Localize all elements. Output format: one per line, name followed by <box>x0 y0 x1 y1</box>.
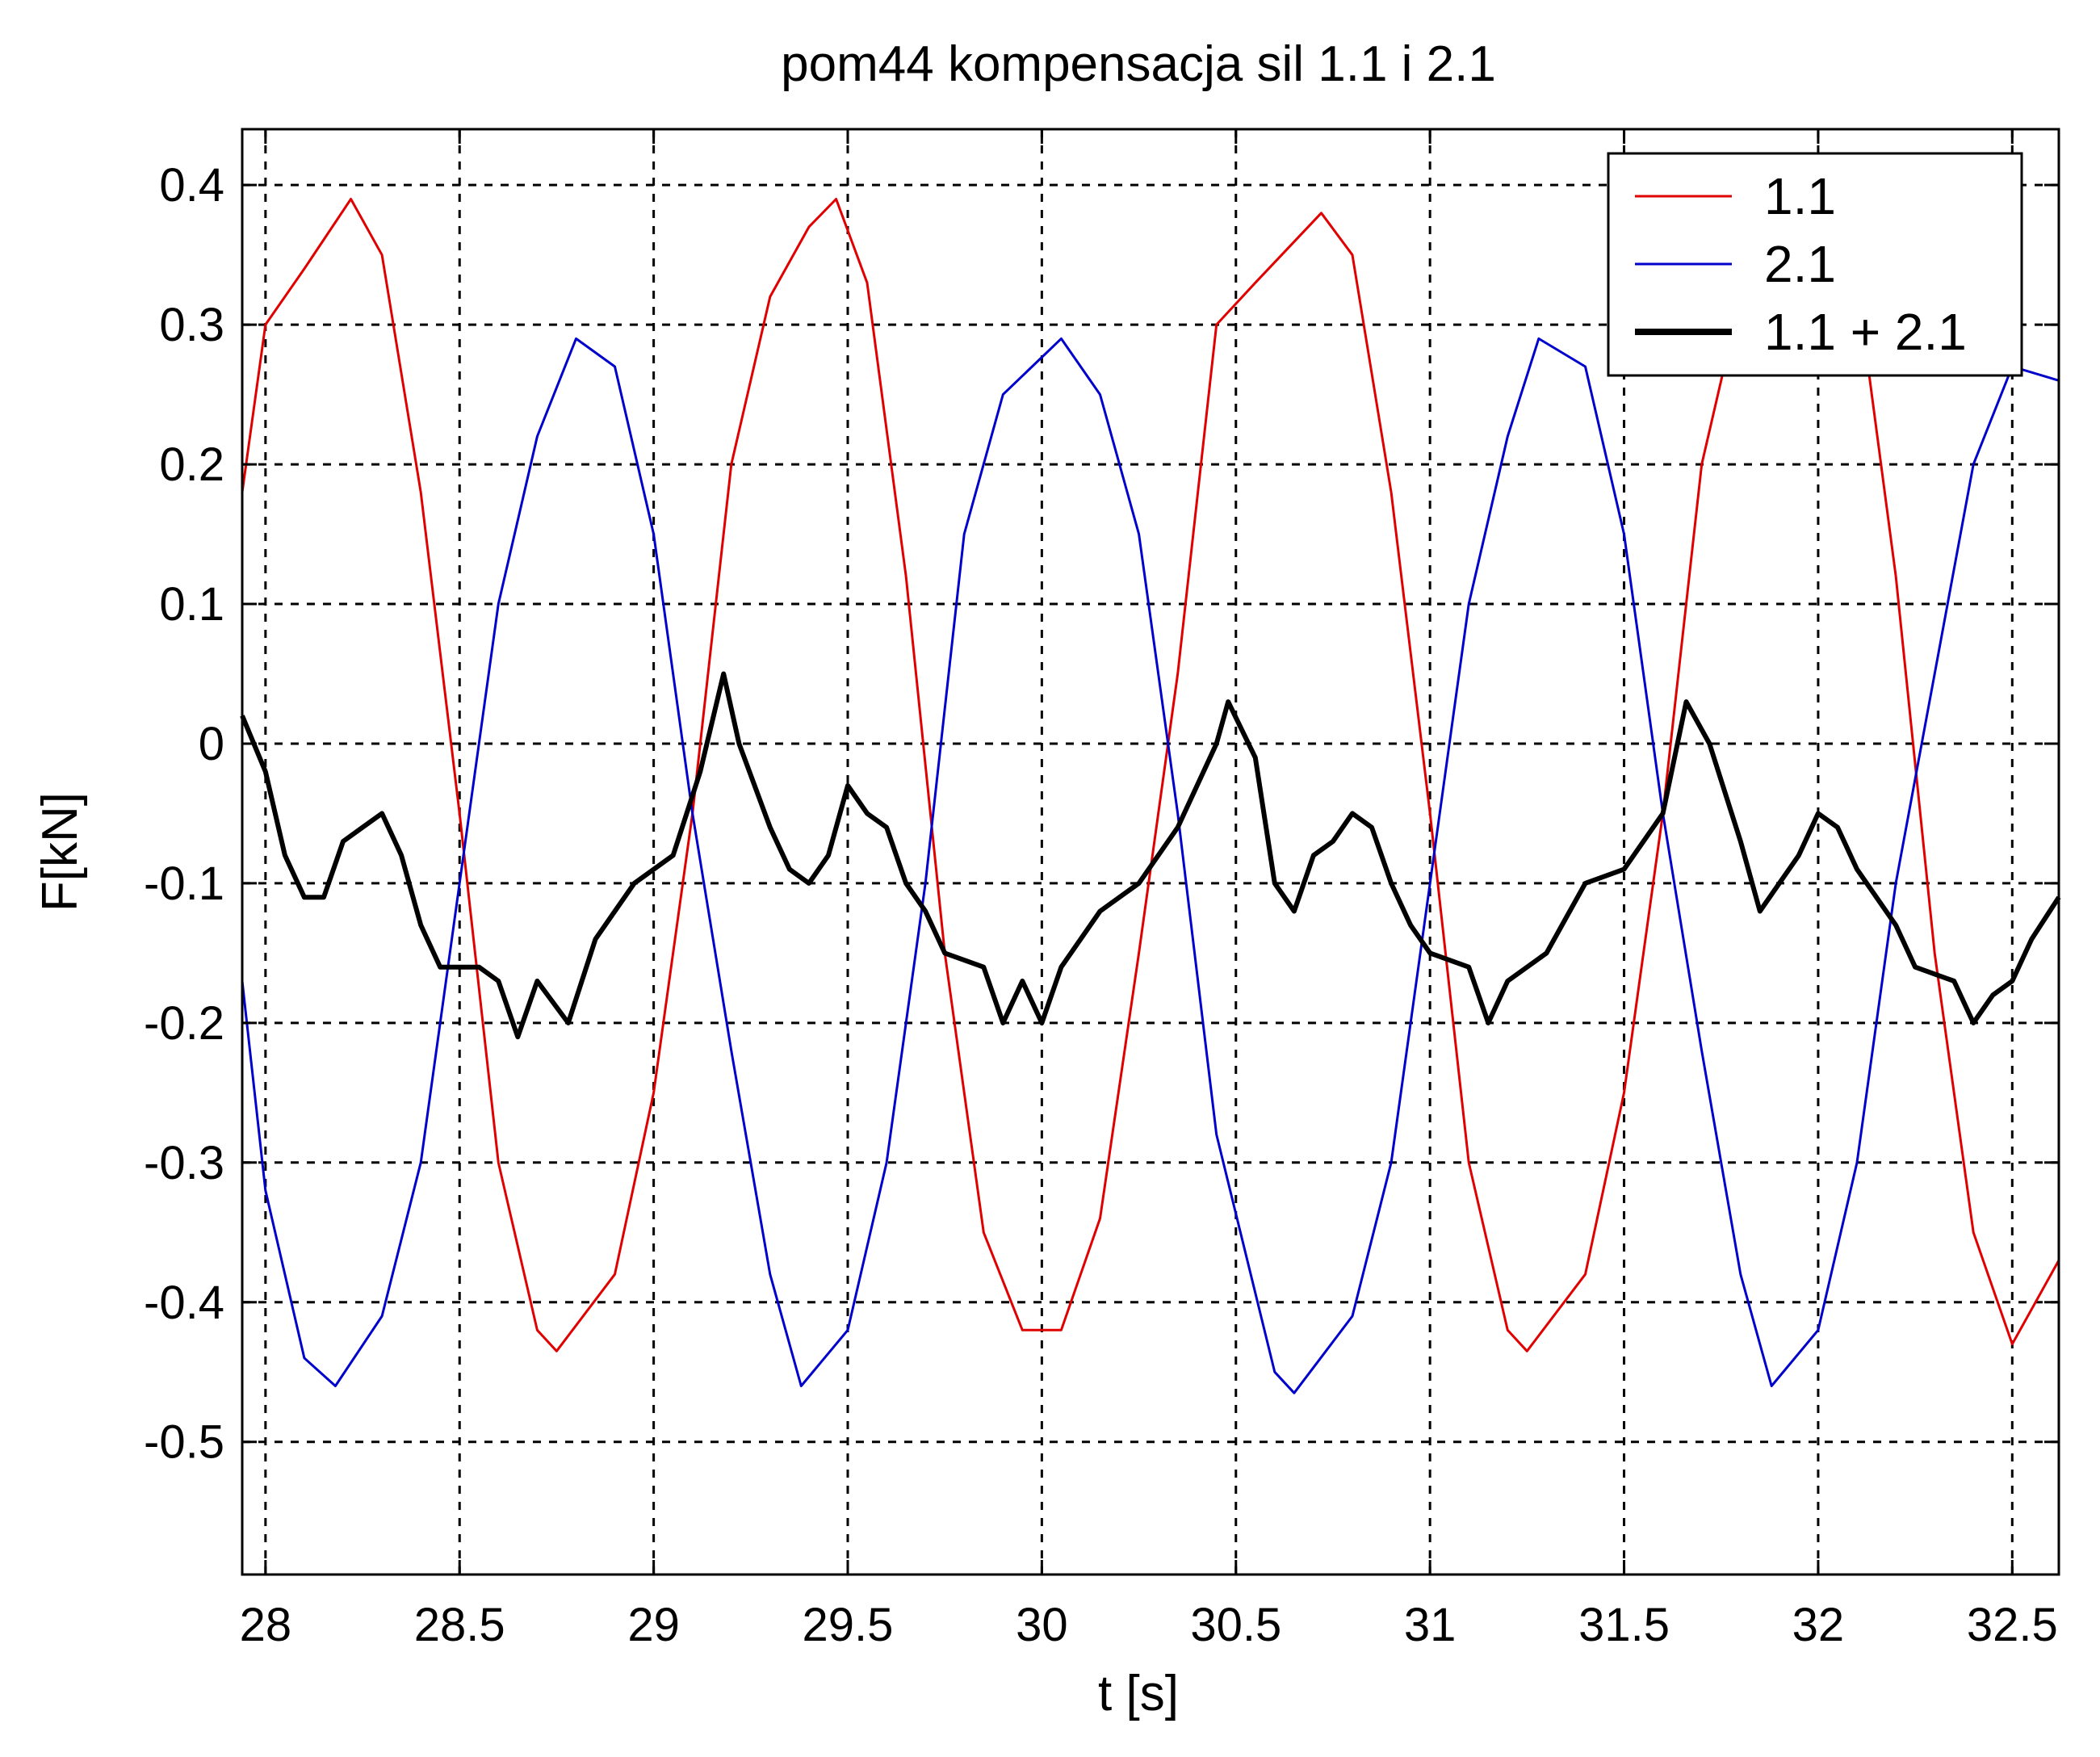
x-tick-label: 31 <box>1404 1599 1457 1651</box>
x-tick-label: 29 <box>627 1599 680 1651</box>
legend-label-sum: 1.1 + 2.1 <box>1764 303 1967 361</box>
chart-title: pom44 kompensacja sil 1.1 i 2.1 <box>781 36 1496 92</box>
grid <box>242 129 2059 1575</box>
x-tick-label: 28.5 <box>414 1599 505 1651</box>
x-tick-label: 30 <box>1016 1599 1068 1651</box>
legend-label-2-1: 2.1 <box>1764 235 1836 293</box>
x-tick-label: 32 <box>1792 1599 1845 1651</box>
legend: 1.1 2.1 1.1 + 2.1 <box>1607 152 2023 377</box>
y-tick-label: -0.1 <box>144 858 224 910</box>
series-line-2-1 <box>241 337 2060 1394</box>
y-tick-label: -0.3 <box>144 1137 224 1189</box>
y-tick-label: -0.2 <box>144 997 224 1050</box>
y-tick-label: 0.1 <box>159 578 224 631</box>
series-line-1-1 <box>241 183 2060 1352</box>
x-axis-label: t [s] <box>1098 1666 1179 1721</box>
x-tick-label: 29.5 <box>803 1599 894 1651</box>
y-tick-label: 0.2 <box>159 438 224 491</box>
axis-ticks: 28 28.5 29 29.5 30 30.5 31 31.5 32 32.5 0.4 0.3 0.2 0… <box>144 129 2059 1651</box>
y-tick-label: 0.3 <box>159 299 224 351</box>
legend-label-1-1: 1.1 <box>1764 167 1836 225</box>
x-tick-label: 31.5 <box>1578 1599 1670 1651</box>
y-tick-label: -0.4 <box>144 1277 224 1329</box>
x-tick-label: 28 <box>240 1599 292 1651</box>
y-tick-label: -0.5 <box>144 1416 224 1469</box>
x-tick-label: 30.5 <box>1190 1599 1281 1651</box>
x-tick-label: 32.5 <box>1967 1599 2058 1651</box>
plot-frame <box>241 128 2060 1576</box>
y-tick-label: 0.4 <box>159 159 224 212</box>
y-axis-label: F[kN] <box>32 792 88 912</box>
series-line-sum <box>240 671 2061 1040</box>
y-tick-label: 0 <box>199 718 224 770</box>
plot-series <box>240 183 2061 1394</box>
